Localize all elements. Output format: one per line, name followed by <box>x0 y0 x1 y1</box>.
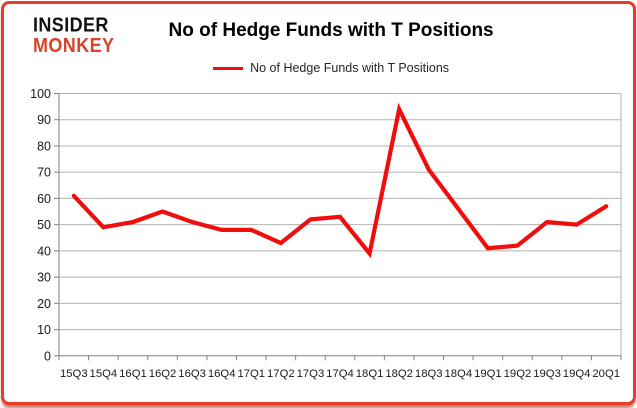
y-tick-label: 30 <box>37 271 51 285</box>
x-tick-label: 18Q1 <box>356 368 384 380</box>
y-tick-label: 20 <box>37 297 51 311</box>
x-tick-label: 16Q1 <box>119 368 147 380</box>
legend: No of Hedge Funds with T Positions <box>213 61 449 75</box>
insider-monkey-logo: INSIDER MONKEY <box>33 13 115 56</box>
legend-label: No of Hedge Funds with T Positions <box>250 61 450 75</box>
y-tick-label: 60 <box>37 192 51 206</box>
y-tick-label: 10 <box>37 323 51 337</box>
logo-monkey-text: MONKEY <box>33 33 115 56</box>
x-tick-label: 15Q4 <box>90 368 118 380</box>
y-tick-label: 90 <box>37 113 51 127</box>
x-tick-label: 17Q3 <box>297 368 325 380</box>
x-tick-label: 19Q1 <box>474 368 502 380</box>
y-tick-label: 50 <box>37 218 51 232</box>
y-tick-label: 40 <box>37 244 51 258</box>
y-tick-label: 70 <box>37 166 51 180</box>
x-tick-label: 19Q4 <box>563 368 591 380</box>
series-line <box>71 102 609 259</box>
x-tick-label: 17Q4 <box>326 368 354 380</box>
x-tick-label: 17Q1 <box>237 368 265 380</box>
x-tick-label: 19Q2 <box>504 368 532 380</box>
x-tick-label: 16Q3 <box>178 368 206 380</box>
y-tick-label: 0 <box>44 349 51 363</box>
x-tick-label: 16Q4 <box>208 368 236 380</box>
y-tick-label: 80 <box>37 139 51 153</box>
legend-line-swatch <box>213 66 244 70</box>
y-tick-label: 100 <box>30 87 51 101</box>
x-tick-label: 17Q2 <box>267 368 295 380</box>
x-tick-label: 16Q2 <box>149 368 177 380</box>
chart-title: No of Hedge Funds with T Positions <box>168 20 494 41</box>
logo-insider-text: INSIDER <box>33 13 109 37</box>
x-tick-label: 18Q4 <box>444 368 472 380</box>
x-tick-label: 18Q3 <box>415 368 443 380</box>
x-tick-label: 18Q2 <box>385 368 413 380</box>
x-tick-label: 20Q1 <box>592 368 620 380</box>
x-tick-label: 19Q3 <box>533 368 561 380</box>
x-tick-label: 15Q3 <box>60 368 88 380</box>
